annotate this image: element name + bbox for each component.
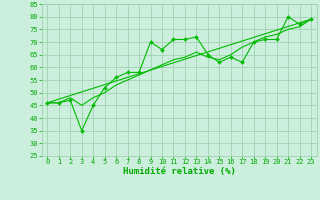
X-axis label: Humidité relative (%): Humidité relative (%): [123, 167, 236, 176]
